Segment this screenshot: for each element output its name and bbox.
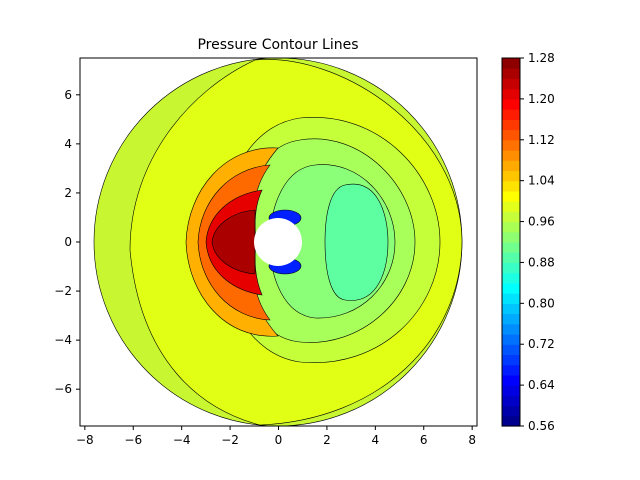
- colorbar-segment: [502, 119, 520, 131]
- plot-area: [93, 58, 463, 426]
- colorbar-segment: [502, 88, 520, 100]
- stagnation-core: [211, 209, 256, 275]
- colorbar-segment: [502, 221, 520, 233]
- colorbar-tick-label: 1.28: [528, 51, 555, 65]
- colorbar: [501, 57, 521, 427]
- colorbar-segment: [502, 150, 520, 161]
- colorbar-tick-label: 0.64: [528, 378, 555, 392]
- colorbar-tick-label: 0.96: [528, 215, 555, 229]
- colorbar-segment: [502, 170, 520, 182]
- colorbar-segment: [502, 242, 520, 253]
- y-tick-label: 4: [64, 137, 72, 151]
- colorbar-segment: [502, 293, 520, 304]
- colorbar-segment: [502, 231, 520, 243]
- colorbar-segment: [502, 282, 520, 294]
- lowest-band: [324, 183, 389, 301]
- colorbar-segment: [502, 303, 520, 315]
- colorbar-segment: [502, 190, 520, 202]
- colorbar-frame: [501, 57, 521, 427]
- chart-title: Pressure Contour Lines: [197, 37, 358, 53]
- colorbar-tick-label: 1.20: [528, 92, 555, 106]
- y-tick-label: −6: [54, 382, 72, 396]
- colorbar-segment: [502, 98, 520, 110]
- cylinder: [254, 218, 302, 266]
- y-tick-label: −4: [54, 333, 72, 347]
- x-tick-label: 4: [372, 433, 380, 447]
- colorbar-segment: [502, 68, 520, 80]
- x-tick-label: −4: [173, 433, 191, 447]
- colorbar-segment: [502, 78, 520, 90]
- x-tick-label: −6: [124, 433, 142, 447]
- x-axis-ticks: −8 −6 −4 −2 0 2 4 6 8: [76, 426, 476, 447]
- x-tick-label: 8: [468, 433, 476, 447]
- colorbar-tick-label: 0.56: [528, 419, 555, 433]
- colorbar-tick-label: 0.88: [528, 255, 555, 269]
- x-tick-label: 2: [323, 433, 331, 447]
- y-tick-label: −2: [54, 284, 72, 298]
- colorbar-segment: [502, 262, 520, 274]
- y-tick-label: 6: [64, 88, 72, 102]
- y-tick-label: 0: [64, 235, 72, 249]
- colorbar-ticks: 0.56 0.64 0.72 0.80 0.88 0.96 1.04 1.12 1.20 1.28: [520, 51, 555, 433]
- colorbar-segment: [502, 139, 520, 151]
- colorbar-segment: [502, 180, 520, 192]
- x-tick-label: −8: [76, 433, 94, 447]
- colorbar-segment: [502, 395, 520, 407]
- colorbar-segment: [502, 405, 520, 417]
- colorbar-tick-label: 1.12: [528, 133, 555, 147]
- colorbar-segment: [502, 109, 520, 120]
- y-axis-ticks: −6 −4 −2 0 2 4 6: [54, 88, 80, 396]
- colorbar-segment: [502, 374, 520, 386]
- x-tick-label: −2: [221, 433, 239, 447]
- colorbar-segment: [502, 313, 520, 325]
- colorbar-segment: [502, 364, 520, 376]
- colorbar-tick-label: 1.04: [528, 174, 555, 188]
- colorbar-segment: [502, 129, 520, 141]
- colorbar-segment: [502, 344, 520, 356]
- colorbar-tick-label: 0.80: [528, 296, 555, 310]
- colorbar-segment: [502, 211, 520, 223]
- colorbar-segment: [502, 334, 520, 345]
- colorbar-segment: [502, 415, 520, 427]
- colorbar-segment: [502, 201, 520, 212]
- colorbar-segment: [502, 354, 520, 366]
- colorbar-segment: [502, 58, 520, 69]
- colorbar-segment: [502, 252, 520, 264]
- colorbar-segment: [502, 272, 520, 284]
- x-tick-label: 0: [275, 433, 283, 447]
- colorbar-tick-label: 0.72: [528, 337, 555, 351]
- y-tick-label: 2: [64, 186, 72, 200]
- colorbar-segment: [502, 160, 520, 172]
- colorbar-segment: [502, 323, 520, 335]
- colorbar-segment: [502, 385, 520, 396]
- x-tick-label: 6: [420, 433, 428, 447]
